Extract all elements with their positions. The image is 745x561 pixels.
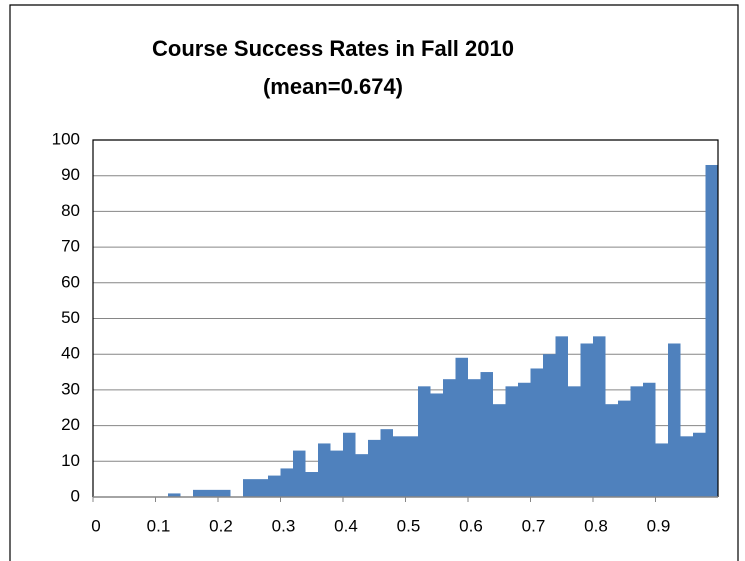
bar <box>518 382 531 497</box>
bar <box>593 336 606 497</box>
y-tick-label: 0 <box>71 486 80 505</box>
bar <box>293 450 306 497</box>
bar <box>605 404 618 497</box>
bar <box>405 436 418 497</box>
bar <box>555 336 568 497</box>
bar <box>193 489 206 497</box>
y-tick-label: 90 <box>61 165 80 184</box>
bar <box>280 468 293 497</box>
x-tick-label: 0.1 <box>147 516 171 535</box>
x-tick-label: 0.2 <box>209 516 233 535</box>
y-tick-label: 50 <box>61 308 80 327</box>
bar <box>268 475 281 497</box>
plot-frame <box>92 139 719 497</box>
x-tick-label: 0.9 <box>647 516 671 535</box>
bar <box>480 372 493 497</box>
bar <box>668 343 681 497</box>
y-tick-label: 20 <box>61 415 80 434</box>
y-tick-label: 30 <box>61 379 80 398</box>
y-tick-label: 80 <box>61 201 80 220</box>
x-tick-label: 0.7 <box>522 516 546 535</box>
bar <box>318 443 331 497</box>
bar <box>393 436 406 497</box>
bar <box>643 382 656 497</box>
x-tick-label: 0.8 <box>584 516 608 535</box>
bar <box>443 379 456 497</box>
bar <box>493 404 506 497</box>
bar <box>330 450 343 497</box>
bar <box>705 164 718 498</box>
y-tick-label: 70 <box>61 237 80 256</box>
bar <box>505 386 518 497</box>
x-tick-label: 0 <box>91 516 100 535</box>
x-tick-label: 0.5 <box>397 516 421 535</box>
x-tick-label: 0.4 <box>334 516 358 535</box>
chart-subtitle: (mean=0.674) <box>263 74 403 99</box>
chart-title: Course Success Rates in Fall 2010 <box>152 36 514 61</box>
y-tick-label: 40 <box>61 344 80 363</box>
bar <box>568 386 581 497</box>
bar <box>455 357 468 497</box>
bar <box>355 454 368 497</box>
x-tick-label: 0.6 <box>459 516 483 535</box>
bar <box>218 489 231 497</box>
bar <box>580 343 593 497</box>
bar <box>430 393 443 497</box>
bar <box>243 479 256 497</box>
bar <box>693 432 706 497</box>
bar <box>343 432 356 497</box>
bar <box>255 479 268 497</box>
y-tick-label: 100 <box>52 129 80 148</box>
bar <box>418 386 431 497</box>
bar <box>680 436 693 497</box>
bar <box>618 400 631 497</box>
bar <box>168 493 181 497</box>
bar <box>305 472 318 497</box>
bar <box>205 489 218 497</box>
y-tick-label: 10 <box>61 451 80 470</box>
chart-frame <box>9 4 739 561</box>
y-tick-label: 60 <box>61 272 80 291</box>
bar <box>630 386 643 497</box>
bar <box>468 379 481 497</box>
bar <box>380 429 393 497</box>
x-tick-label: 0.3 <box>272 516 296 535</box>
bar <box>543 354 556 497</box>
bar <box>368 439 381 497</box>
bar <box>530 368 543 497</box>
bar <box>655 443 668 497</box>
